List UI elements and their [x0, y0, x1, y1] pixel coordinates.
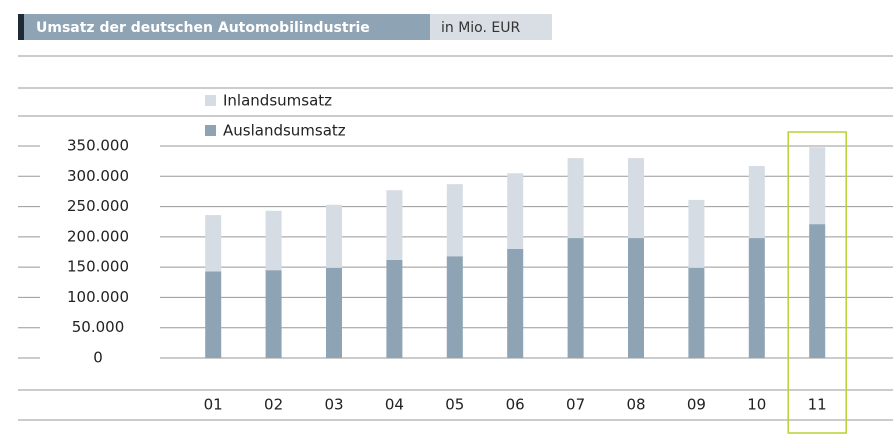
x-tick-label: 05 — [445, 396, 464, 414]
legend-label: Auslandsumsatz — [223, 122, 346, 140]
bar-segment — [265, 210, 282, 271]
legend-swatch — [205, 125, 216, 136]
x-tick-label: 01 — [204, 396, 223, 414]
bar-segment — [567, 158, 584, 239]
highlight-box — [787, 131, 847, 434]
chart-subtitle: in Mio. EUR — [441, 20, 520, 36]
bar-segment — [628, 238, 644, 358]
bar-segment — [748, 238, 765, 358]
legend-label: Inlandsumsatz — [223, 92, 332, 110]
subtitle-box — [430, 14, 552, 40]
x-tick-label: 11 — [808, 396, 827, 414]
title-stripe — [18, 14, 24, 40]
x-tick-label: 07 — [566, 396, 585, 414]
bar-segment — [205, 215, 222, 272]
y-tick-label: 300.000 — [67, 167, 129, 185]
y-tick-label: 100.000 — [67, 288, 129, 306]
bar-segment — [326, 204, 342, 268]
bar-segment — [748, 165, 765, 239]
bar-segment — [567, 238, 584, 358]
x-tick-label: 10 — [747, 396, 766, 414]
y-tick-label: 0 — [93, 349, 103, 367]
bar-segment — [326, 267, 342, 358]
x-tick-label: 09 — [687, 396, 706, 414]
x-tick-label: 08 — [626, 396, 645, 414]
y-tick-label: 50.000 — [72, 318, 125, 336]
bar-segment — [507, 248, 524, 358]
bar-segment — [386, 190, 403, 260]
y-tick-label: 150.000 — [67, 258, 129, 276]
bar-segment — [446, 184, 463, 257]
bar-segment — [265, 270, 282, 358]
bar-segment — [688, 199, 705, 268]
bar-segment — [809, 224, 826, 358]
y-tick-label: 200.000 — [67, 227, 129, 245]
legend-swatch — [205, 95, 216, 106]
bar-segment — [688, 267, 705, 358]
chart-title: Umsatz der deutschen Automobilindustrie — [36, 20, 370, 36]
x-tick-label: 04 — [385, 396, 404, 414]
x-tick-label: 03 — [324, 396, 343, 414]
bar-segment — [446, 256, 463, 358]
bar-segment — [386, 259, 403, 358]
bar-segment — [809, 147, 826, 225]
bar-segment — [205, 271, 222, 358]
y-tick-label: 350.000 — [67, 137, 129, 155]
x-tick-label: 06 — [506, 396, 525, 414]
bar-segment — [507, 173, 524, 249]
title-box — [24, 14, 430, 40]
bar-segment — [628, 158, 644, 239]
x-tick-label: 02 — [264, 396, 283, 414]
y-tick-label: 250.000 — [67, 197, 129, 215]
